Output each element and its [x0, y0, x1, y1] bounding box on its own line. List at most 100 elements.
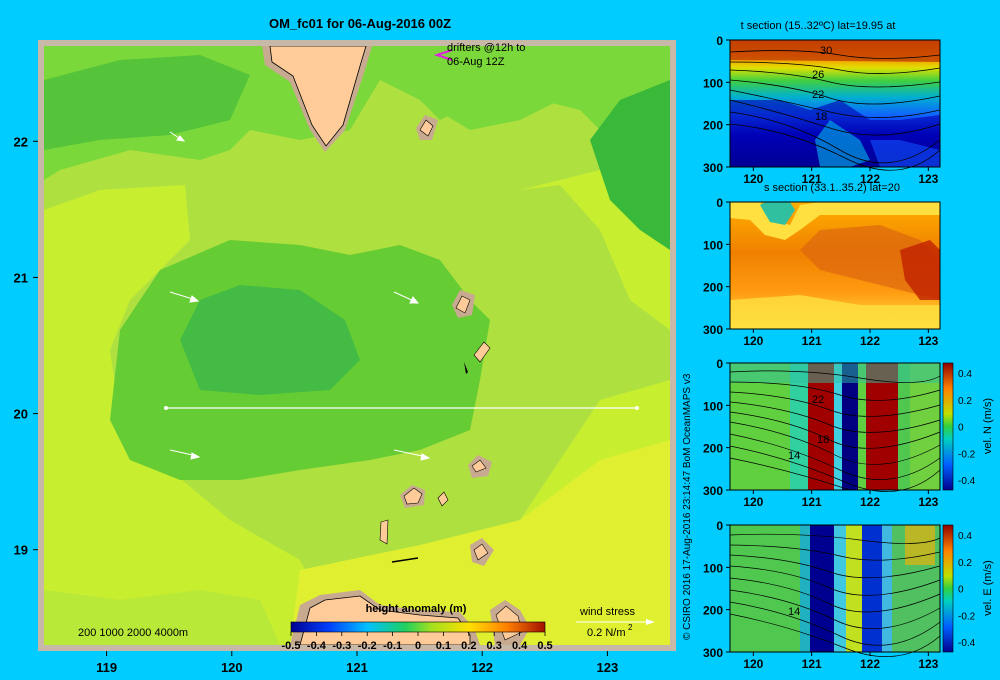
panel-x-tick-label: 123: [918, 334, 938, 348]
vn-section-frame: [729, 362, 941, 491]
panel-x-tick-label: 123: [918, 657, 938, 671]
s-section-title: s section (33.1..35.2) lat=20: [764, 182, 900, 194]
panel-y-tick-label: 100: [703, 76, 723, 90]
panel-y-tick-label: 300: [703, 646, 723, 660]
panel-y-tick-label: 300: [703, 323, 723, 337]
colorbar-tick-label: 0: [415, 640, 421, 652]
ve-section-field: [730, 525, 940, 652]
panel-colorbar-tick-label: 0.4: [958, 531, 972, 542]
map-y-tick-label: 22: [14, 134, 28, 149]
t-section-title: t section (15..32ºC) lat=19.95 at: [741, 20, 896, 32]
panel-x-tick-label: 120: [743, 334, 763, 348]
panel-colorbar-tick-label: 0: [958, 585, 964, 596]
panel-colorbar-tick-label: 0: [958, 423, 964, 434]
panel-colorbar-tick-label: -0.2: [958, 449, 976, 460]
vn-section-ticks: 120 121 122 123 0 100 200 300 0.4 0.2 0 -0.2 -0.4: [703, 357, 976, 509]
panel-x-tick-label: 121: [802, 657, 822, 671]
s-section-ticks: 120 121 122 123 0 100 200 300: [703, 196, 939, 348]
wind-scale-arrowhead: [646, 619, 655, 625]
colorbar-tick-label: -0.5: [282, 640, 301, 652]
panel-x-tick-label: 121: [802, 172, 822, 186]
map-axis-ticks: 119 120 121 122 123 19 20 21 22: [14, 134, 619, 675]
t-section-frame: [729, 39, 941, 168]
panel-colorbar-tick-label: 0.2: [958, 558, 972, 569]
panel-y-tick-label: 200: [703, 281, 723, 295]
colorbar: [290, 621, 546, 633]
colorbar-tick-label: -0.4: [307, 640, 327, 652]
panel-x-tick-label: 121: [802, 495, 822, 509]
vn-colorbar-label: vel. N (m/s): [982, 398, 994, 454]
panel-colorbar-tick-label: -0.4: [958, 638, 976, 649]
t-section-ticks: 120 121 122 123 0 100 200 300: [703, 34, 939, 186]
panel-x-tick-label: 122: [860, 172, 880, 186]
panel-y-tick-label: 300: [703, 161, 723, 175]
vn-section-field: [730, 363, 940, 490]
ve-contour-label-14: 14: [788, 606, 800, 618]
panel-x-tick-label: 123: [918, 495, 938, 509]
ve-section-ticks: 120 121 122 123 0 100 200 300 0.4 0.2 0 -0.2 -0.4: [703, 519, 976, 671]
ve-colorbar: [942, 524, 954, 653]
panel-x-tick-label: 122: [860, 495, 880, 509]
colorbar-tick-label: 0.4: [512, 640, 528, 652]
colorbar-tick-label: -0.3: [332, 640, 351, 652]
wind-scale-value: 0.2 N/m: [587, 627, 626, 639]
panel-y-tick-label: 0: [716, 196, 723, 210]
colorbar-tick-label: -0.2: [358, 640, 377, 652]
panel-y-tick-label: 200: [703, 604, 723, 618]
t-section-contours: [729, 50, 941, 171]
colorbar-tick-label: 0.3: [487, 640, 502, 652]
map-title: OM_fc01 for 06-Aug-2016 00Z: [269, 16, 451, 31]
map-x-tick-label: 120: [221, 660, 243, 675]
t-contour-label-18: 18: [815, 111, 827, 123]
wind-stress-arrows: [169, 131, 431, 461]
panel-colorbar-tick-label: -0.2: [958, 611, 976, 622]
panel-y-tick-label: 200: [703, 442, 723, 456]
panel-y-tick-label: 200: [703, 119, 723, 133]
section-line-start: [164, 406, 168, 410]
panel-y-tick-label: 100: [703, 399, 723, 413]
vn-contour-label-22: 22: [812, 394, 824, 406]
panel-colorbar-tick-label: 0.2: [958, 396, 972, 407]
ve-section-frame: [729, 524, 941, 653]
panel-colorbar-tick-label: -0.4: [958, 476, 976, 487]
map-x-tick-label: 119: [96, 660, 117, 675]
colorbar-tick-label: 0.5: [537, 640, 552, 652]
credit-text: © CSIRO 2016 17-Aug-2016 23:14:47 BoM Oc…: [682, 373, 693, 640]
colorbar-tick-label: 0.1: [436, 640, 451, 652]
vn-colorbar: [942, 362, 954, 491]
drifter-note-line1: drifters @12h to: [447, 42, 525, 54]
panel-x-tick-label: 120: [743, 657, 763, 671]
vn-contour-label-18: 18: [817, 434, 829, 446]
map-x-tick-label: 122: [471, 660, 493, 675]
panel-x-tick-label: 121: [802, 334, 822, 348]
panel-x-tick-label: 122: [860, 657, 880, 671]
panel-y-tick-label: 0: [716, 34, 723, 48]
s-section-field: [730, 202, 940, 329]
panel-y-tick-label: 100: [703, 561, 723, 575]
colorbar-tick-label: 0.2: [461, 640, 476, 652]
map-y-tick-label: 19: [14, 543, 28, 558]
panel-x-tick-label: 122: [860, 334, 880, 348]
s-section-frame: [729, 201, 941, 330]
depth-legend: 200 1000 2000 4000m: [78, 627, 188, 639]
map-x-tick-label: 121: [346, 660, 368, 675]
t-contour-label-30: 30: [820, 45, 832, 57]
map-y-tick-label: 20: [14, 407, 28, 422]
map-field: [44, 46, 670, 645]
panel-y-tick-label: 0: [716, 357, 723, 371]
panel-colorbar-tick-label: 0.4: [958, 369, 972, 380]
panel-y-tick-label: 100: [703, 238, 723, 252]
wind-stress-label: wind stress: [579, 606, 636, 618]
panel-x-tick-label: 120: [743, 172, 763, 186]
panel-y-tick-label: 0: [716, 519, 723, 533]
colorbar-ticks: -0.5 -0.4 -0.3 -0.2 -0.1 0 0.1 0.2 0.3 0.4 0.5: [282, 632, 553, 652]
drifter-marker: [433, 49, 453, 61]
vn-contour-label-14: 14: [788, 450, 800, 462]
t-contour-label-26: 26: [812, 69, 824, 81]
t-contour-label-22: 22: [812, 89, 824, 101]
map-x-tick-label: 123: [597, 660, 619, 675]
t-section-field: [730, 40, 940, 167]
ve-colorbar-label: vel. E (m/s): [982, 560, 994, 616]
colorbar-title: height anomaly (m): [366, 603, 467, 615]
